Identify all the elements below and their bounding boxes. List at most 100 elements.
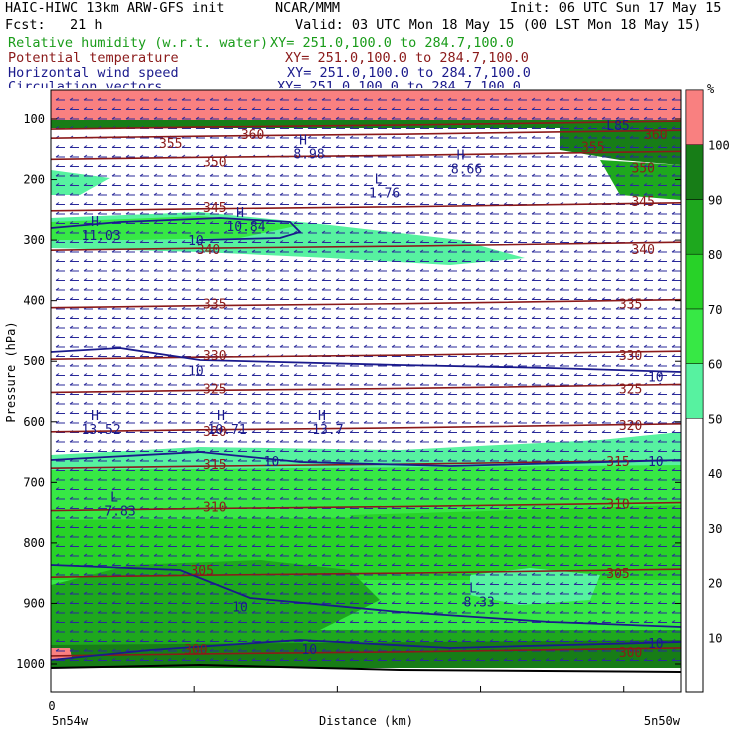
wind-vector: [643, 534, 653, 538]
wind-vector: [433, 249, 443, 253]
wind-vector: [461, 639, 471, 642]
wind-vector: [335, 287, 345, 291]
theta-label: 320: [619, 419, 642, 434]
wind-vector: [223, 97, 233, 101]
wind-vector: [307, 392, 317, 395]
wind-vector: [153, 344, 163, 348]
wind-speed-contour: [51, 639, 681, 661]
wind-vector: [167, 601, 177, 604]
wind-vector: [461, 601, 471, 604]
wind-vector: [307, 430, 317, 433]
wind-vector: [629, 354, 639, 357]
wind-vector: [405, 173, 415, 177]
wind-vector: [293, 373, 303, 376]
wind-vector: [195, 316, 205, 319]
wind-vector: [503, 249, 513, 253]
wind-vector: [643, 107, 653, 110]
wind-vector: [265, 439, 275, 443]
wind-vector: [349, 639, 359, 642]
colorbar-swatch: [685, 199, 704, 255]
wind-vector: [643, 145, 653, 148]
wind-vector: [167, 515, 177, 519]
wind-vector: [475, 116, 485, 120]
wind-vector: [643, 164, 653, 167]
wind-vector: [167, 411, 177, 414]
extremum-marker: H: [91, 215, 99, 230]
wind-vector: [223, 211, 233, 215]
wind-vector: [629, 325, 639, 329]
wind-vector: [657, 126, 667, 129]
rh-region: [470, 568, 600, 605]
wind-vector: [517, 496, 527, 500]
extremum-value: 1.76: [369, 187, 400, 202]
wind-vector: [643, 525, 653, 528]
wind-vector: [111, 515, 121, 519]
wind-vector: [587, 401, 597, 405]
wind-vector: [475, 525, 485, 528]
wind-vector: [251, 268, 261, 272]
wind-vector: [601, 468, 611, 471]
wind-vector: [461, 544, 471, 547]
wind-vector: [531, 525, 541, 528]
wind-vector: [559, 534, 569, 538]
wind-vector: [615, 116, 625, 120]
wind-vector: [559, 572, 569, 576]
wind-vector: [573, 468, 583, 471]
wind-vector: [125, 639, 135, 642]
wind-vector: [237, 116, 247, 120]
wind-vector: [69, 582, 79, 585]
wind-vector: [545, 610, 555, 614]
wind-vector: [489, 107, 499, 110]
wind-vector: [517, 601, 527, 604]
wind-vector: [475, 145, 485, 148]
theta-label: 335: [619, 298, 642, 313]
wind-vector: [531, 183, 541, 186]
wind-vector: [181, 563, 191, 566]
wind-vector: [209, 240, 219, 243]
wind-vector: [167, 192, 177, 196]
wind-vector: [349, 249, 359, 253]
wind-vector: [83, 382, 93, 386]
wind-vector: [139, 297, 149, 300]
wind-vector: [601, 135, 611, 139]
wind-vector: [55, 420, 65, 424]
wind-vector: [489, 325, 499, 329]
wind-vector: [489, 135, 499, 139]
wind-vector: [517, 591, 527, 595]
wind-vector: [321, 477, 331, 481]
wind-vector: [251, 658, 261, 661]
wind-vector: [657, 287, 667, 291]
wind-vector: [615, 97, 625, 101]
wind-vector: [335, 192, 345, 196]
wind-vector: [307, 192, 317, 196]
wind-vector: [391, 468, 401, 471]
wind-vector: [615, 211, 625, 215]
wind-vector: [629, 363, 639, 367]
wind-vector: [419, 373, 429, 376]
wind-vector: [111, 582, 121, 585]
wind-vector: [601, 107, 611, 110]
wind-vector: [363, 610, 373, 614]
wind-vector: [643, 306, 653, 310]
wind-vector: [293, 325, 303, 329]
wind-vector: [433, 582, 443, 585]
wind-vector: [419, 420, 429, 424]
wind-vector: [545, 183, 555, 186]
wind-vector: [139, 278, 149, 281]
wind-vector: [405, 620, 415, 623]
wind-vector: [307, 211, 317, 215]
wind-vector: [447, 287, 457, 291]
theta-label: 355: [159, 137, 182, 152]
wind-vector: [657, 278, 667, 281]
wind-vector: [433, 183, 443, 186]
wind-vector: [643, 582, 653, 585]
wind-vector: [265, 230, 275, 234]
y-tick-label: 500: [23, 354, 45, 368]
wind-vector: [657, 601, 667, 604]
wind-vector: [307, 344, 317, 348]
wind-vector: [433, 439, 443, 443]
wind-vector: [209, 658, 219, 661]
wind-vector: [671, 658, 681, 661]
wind-vector: [559, 496, 569, 500]
wind-vector: [321, 183, 331, 186]
